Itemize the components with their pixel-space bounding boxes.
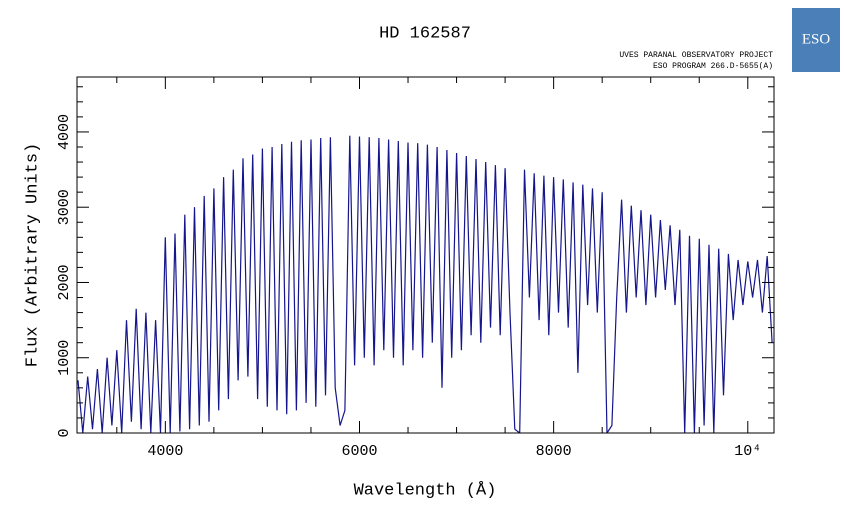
plot-frame bbox=[76, 76, 775, 434]
logo-text: ESO bbox=[802, 31, 831, 47]
x-tick-label: 10⁴ bbox=[734, 443, 761, 460]
y-tick-label: 3000 bbox=[56, 189, 73, 225]
y-axis-label: Flux (Arbitrary Units) bbox=[23, 143, 42, 367]
x-tick-label: 6000 bbox=[341, 443, 377, 460]
y-tick-label: 4000 bbox=[56, 114, 73, 150]
header-line: UVES PARANAL OBSERVATORY PROJECT bbox=[619, 51, 773, 60]
y-tick-label: 2000 bbox=[56, 264, 73, 300]
header-line: ESO PROGRAM 266.D-5655(A) bbox=[653, 62, 773, 71]
y-tick-label: 0 bbox=[56, 428, 73, 437]
y-tick-label: 1000 bbox=[56, 340, 73, 376]
spectrum-line bbox=[77, 135, 773, 434]
x-tick-label: 4000 bbox=[147, 443, 183, 460]
logo-box bbox=[792, 8, 840, 72]
chart-title: HD 162587 bbox=[379, 24, 471, 43]
x-tick-label: 8000 bbox=[536, 443, 572, 460]
x-axis-label: Wavelength (Å) bbox=[354, 481, 497, 500]
